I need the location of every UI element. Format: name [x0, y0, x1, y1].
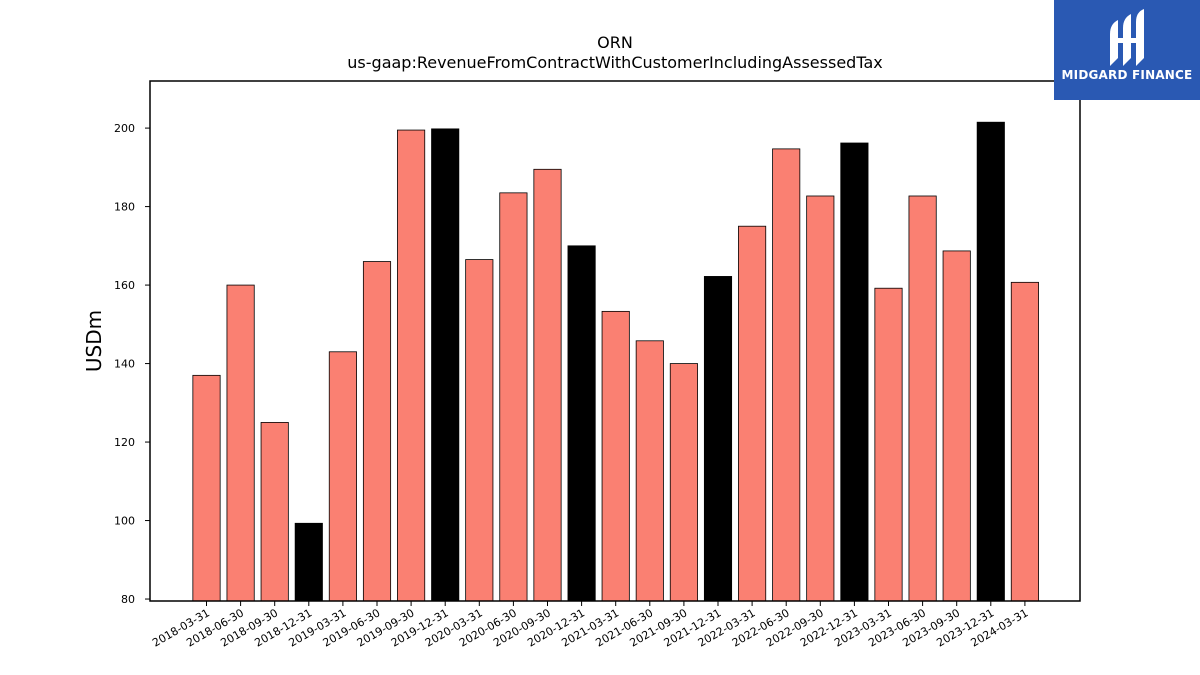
bar-2022-03-31	[738, 225, 767, 602]
bar-2021-06-30	[635, 340, 664, 602]
y-tick-label: 200	[114, 122, 135, 135]
y-axis-label: USDm	[82, 310, 106, 372]
bar-2022-09-30	[806, 195, 835, 602]
y-tick-label: 180	[114, 201, 135, 214]
bar-2020-09-30	[533, 168, 562, 602]
bar-2018-06-30	[226, 284, 255, 602]
y-tick-label: 120	[114, 436, 135, 449]
bar-2018-03-31	[192, 374, 221, 602]
y-tick-label: 140	[114, 358, 135, 371]
bar-2020-12-31	[567, 245, 596, 602]
chart-title: ORN	[597, 33, 633, 52]
y-ticks-group: 80 100 120 140 160 180 200	[114, 122, 150, 606]
y-tick-label: 160	[114, 279, 135, 292]
bar-2018-09-30	[260, 422, 289, 602]
bar-2023-06-30	[908, 195, 937, 602]
bar-2018-12-31	[294, 522, 323, 602]
bar-2023-12-31	[976, 121, 1005, 602]
bar-2021-09-30	[669, 363, 698, 602]
bar-2021-12-31	[703, 276, 733, 602]
bar-2023-03-31	[874, 287, 903, 602]
bar-2023-09-30	[942, 250, 971, 602]
midgard-logo-icon	[1110, 9, 1144, 66]
bar-2022-12-31	[840, 142, 869, 602]
bar-2020-03-31	[465, 259, 494, 602]
bar-2022-06-30	[772, 148, 801, 602]
bar-2020-06-30	[499, 192, 528, 602]
x-ticks-group: 2018-03-312018-06-302018-09-302018-12-31…	[150, 601, 1030, 650]
midgard-finance-logo: MIDGARD FINANCE	[1054, 0, 1200, 100]
bar-2019-06-30	[362, 261, 392, 602]
bar-2024-03-31	[1010, 281, 1039, 602]
bar-2019-09-30	[397, 129, 426, 602]
bar-2019-12-31	[431, 128, 460, 602]
y-tick-label: 100	[114, 515, 135, 528]
plot-frame	[149, 80, 1081, 602]
bar-2021-03-31	[601, 310, 630, 602]
chart-subtitle: us-gaap:RevenueFromContractWithCustomerI…	[347, 53, 882, 72]
logo-text: MIDGARD FINANCE	[1061, 68, 1193, 82]
bars-group	[192, 121, 1039, 602]
y-tick-label: 80	[121, 593, 135, 606]
bar-2019-03-31	[328, 351, 357, 602]
